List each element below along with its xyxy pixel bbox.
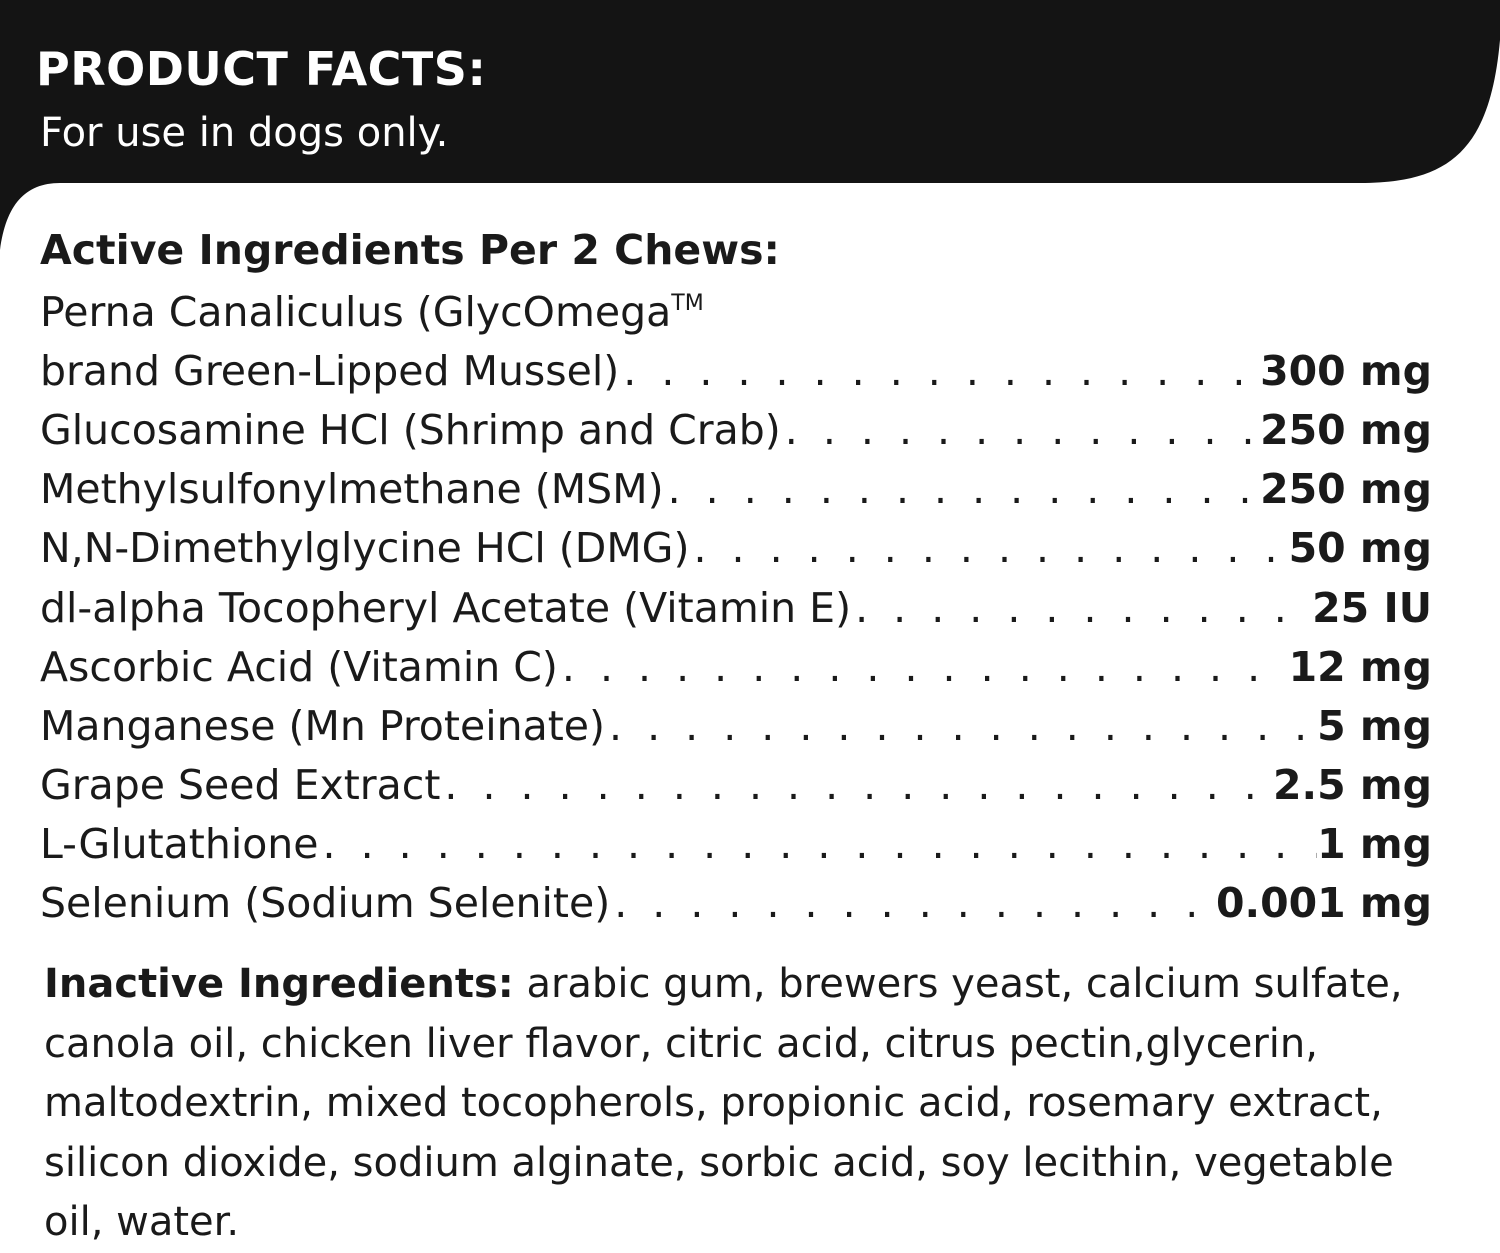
ingredient-amount: 1 mg [1317, 820, 1432, 869]
ingredient-row: Manganese (Mn Proteinate) 5 mg [40, 696, 1432, 755]
leader-dots [605, 702, 1317, 750]
active-ingredients-list: Perna Canaliculus (GlycOmegaTM brand Gre… [40, 282, 1432, 933]
header-banner [0, 0, 1500, 250]
ingredient-name: N,N-Dimethylglycine HCl (DMG) [40, 524, 690, 573]
ingredient-amount: 300 mg [1260, 346, 1432, 395]
leader-dots [619, 347, 1260, 395]
ingredient-row: Grape Seed Extract 2.5 mg [40, 756, 1432, 815]
trademark-mark: TM [671, 290, 704, 316]
ingredient-amount: 250 mg [1260, 465, 1432, 514]
ingredient-row: Glucosamine HCl (Shrimp and Crab) 250 mg [40, 400, 1432, 459]
leader-dots [558, 643, 1289, 691]
leader-dots [689, 524, 1288, 572]
ingredient-name: Grape Seed Extract [40, 761, 441, 810]
inactive-ingredients-text: arabic gum, brewers yeast, calcium sulfa… [44, 961, 1403, 1245]
ingredient-name: Manganese (Mn Proteinate) [40, 701, 605, 750]
ingredient-row: Ascorbic Acid (Vitamin C) 12 mg [40, 637, 1432, 696]
ingredient-row: L-Glutathione 1 mg [40, 815, 1432, 874]
ingredient-amount: 5 mg [1317, 701, 1432, 750]
ingredient-amount: 250 mg [1260, 405, 1432, 454]
ingredient-name: brand Green-Lipped Mussel) [40, 346, 620, 395]
ingredient-amount: 25 IU [1312, 583, 1432, 632]
ingredient-name: Ascorbic Acid (Vitamin C) [40, 642, 558, 691]
leader-dots [319, 820, 1318, 868]
ingredient-amount: 2.5 mg [1273, 761, 1432, 810]
leader-dots [781, 406, 1260, 454]
ingredient-name: Selenium (Sodium Selenite) [40, 879, 611, 928]
page-title: PRODUCT FACTS: [36, 42, 487, 96]
leader-dots [851, 584, 1312, 632]
leader-dots [440, 761, 1273, 809]
ingredient-name-text: Perna Canaliculus (GlycOmega [40, 287, 672, 336]
active-ingredients-heading: Active Ingredients Per 2 Chews: [40, 226, 780, 274]
ingredient-name: Glucosamine HCl (Shrimp and Crab) [40, 405, 781, 454]
ingredient-row: brand Green-Lipped Mussel) 300 mg [40, 341, 1432, 400]
ingredient-name: Methylsulfonylmethane (MSM) [40, 465, 664, 514]
ingredient-name: L-Glutathione [40, 820, 319, 869]
inactive-ingredients-label: Inactive Ingredients: [44, 961, 514, 1007]
ingredient-row: Methylsulfonylmethane (MSM) 250 mg [40, 460, 1432, 519]
ingredient-row: dl-alpha Tocopheryl Acetate (Vitamin E) … [40, 578, 1432, 637]
ingredient-amount: 50 mg [1288, 524, 1432, 573]
ingredient-amount: 12 mg [1288, 642, 1432, 691]
usage-note: For use in dogs only. [40, 110, 449, 156]
ingredient-row: N,N-Dimethylglycine HCl (DMG) 50 mg [40, 519, 1432, 578]
ingredient-row: Selenium (Sodium Selenite) 0.001 mg [40, 874, 1432, 933]
ingredient-row-header-line: Perna Canaliculus (GlycOmegaTM [40, 282, 1432, 341]
ingredient-name: dl-alpha Tocopheryl Acetate (Vitamin E) [40, 583, 852, 632]
ingredient-name: Perna Canaliculus (GlycOmegaTM [40, 288, 704, 336]
inactive-ingredients-paragraph: Inactive Ingredients: arabic gum, brewer… [44, 955, 1464, 1253]
leader-dots [610, 879, 1216, 927]
leader-dots [664, 465, 1260, 513]
ingredient-amount: 0.001 mg [1215, 879, 1432, 928]
